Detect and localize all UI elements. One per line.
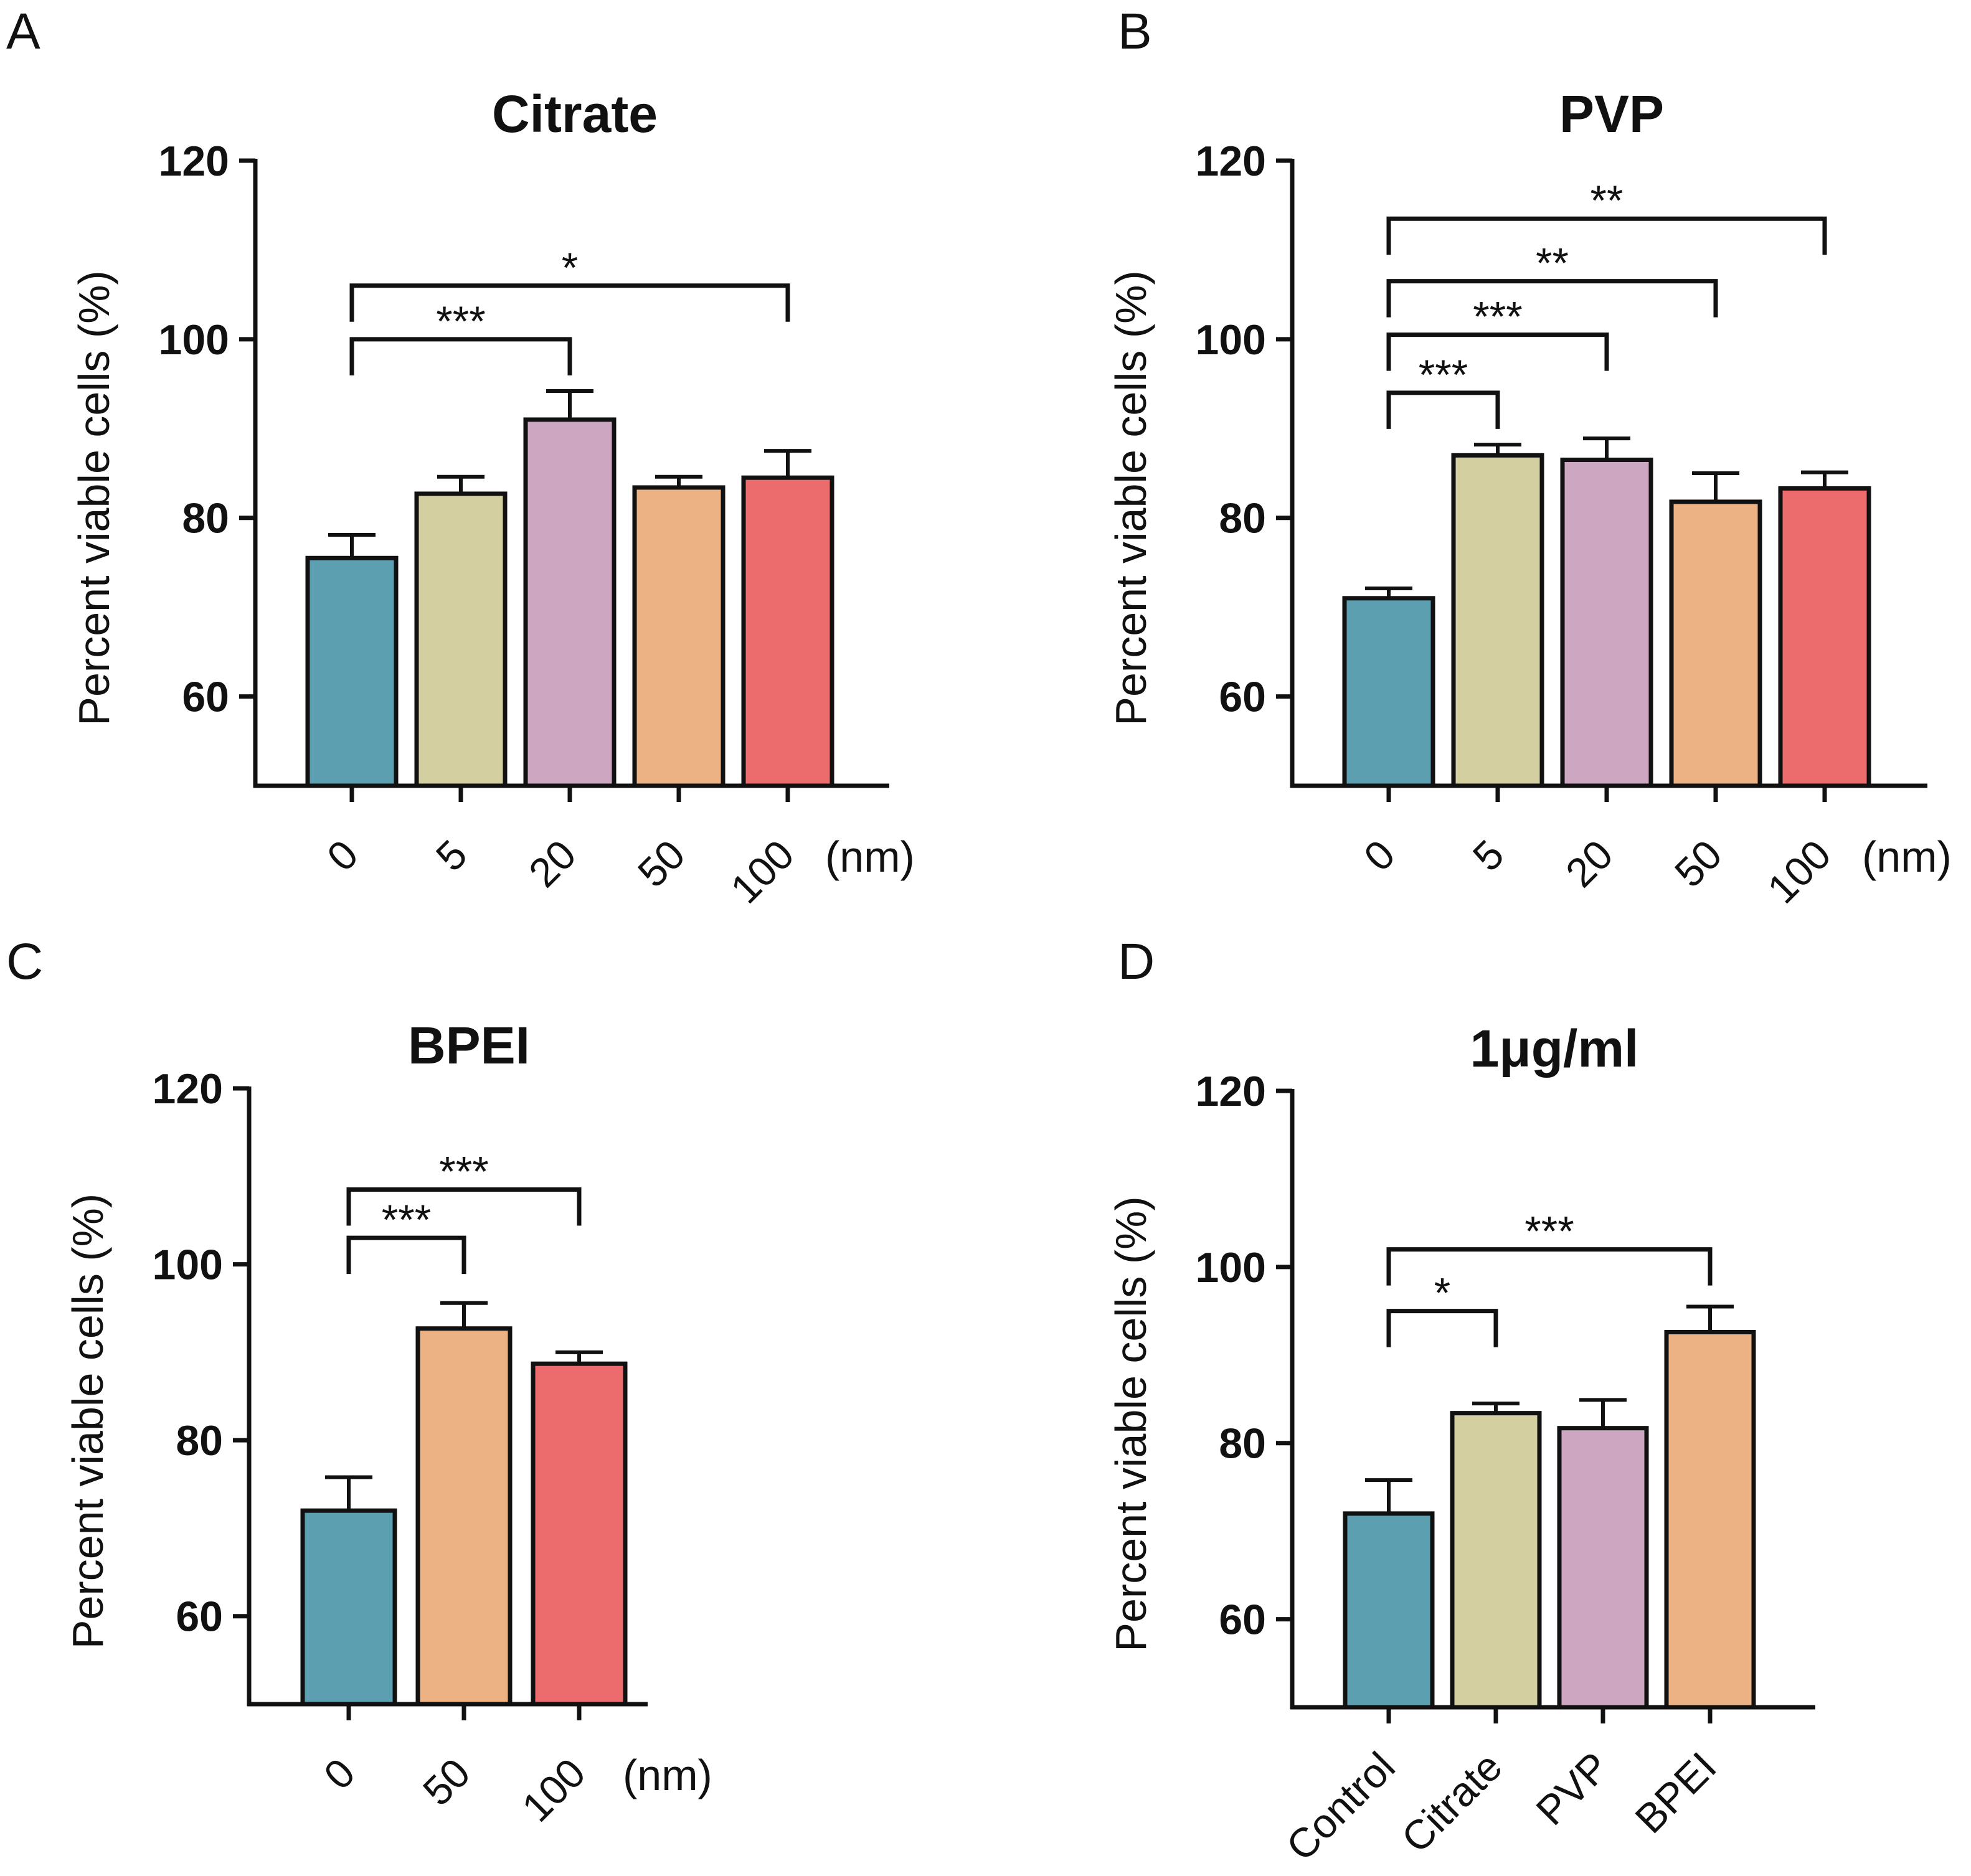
x-tick-label: PVP	[1527, 1743, 1618, 1834]
bar-control	[1343, 1511, 1435, 1710]
x-tick-label: 0	[315, 1750, 364, 1798]
chart-title: BPEI	[408, 1016, 530, 1075]
significance-label: ***	[436, 298, 485, 345]
significance-label: ***	[1419, 351, 1468, 398]
significance-bracket	[1386, 390, 1500, 429]
y-axis-label: Percent viable cells (%)	[1107, 1196, 1155, 1651]
bar-20	[1560, 457, 1653, 788]
x-tick-label: 100	[513, 1750, 594, 1831]
significance-bracket	[1386, 1247, 1713, 1286]
y-tick-label: 60	[176, 1593, 223, 1641]
x-unit-label: (nm)	[623, 1751, 712, 1799]
panel-letter: A	[6, 3, 40, 60]
x-tick-label: 0	[318, 831, 367, 880]
x-tick-label: Citrate	[1392, 1743, 1511, 1862]
x-tick-label: 50	[414, 1750, 479, 1814]
significance-bracket	[1386, 216, 1827, 255]
bar-pvp	[1557, 1426, 1649, 1710]
significance-label: ***	[1473, 293, 1522, 341]
y-tick-label: 100	[159, 316, 229, 364]
bar-5	[1451, 453, 1544, 788]
y-tick-label: 120	[159, 138, 229, 185]
significance-bracket	[1386, 332, 1609, 371]
y-axis-label: Percent viable cells (%)	[1107, 270, 1155, 725]
chart-title: PVP	[1559, 85, 1664, 143]
panel-letter: B	[1118, 3, 1152, 60]
bar-100	[741, 475, 834, 788]
bar-50	[415, 1326, 513, 1707]
significance-label: *	[1434, 1270, 1450, 1317]
x-tick-label: BPEI	[1626, 1743, 1725, 1842]
x-tick-label: 50	[629, 831, 694, 896]
y-tick-label: 120	[1196, 138, 1266, 185]
chart-title: Citrate	[492, 85, 658, 143]
y-tick-label: 80	[176, 1417, 223, 1464]
significance-label: ***	[439, 1148, 488, 1195]
significance-label: ***	[382, 1196, 431, 1243]
x-tick-label: 20	[1557, 831, 1622, 896]
x-tick-label: 20	[520, 831, 585, 896]
y-tick-label: 120	[153, 1065, 223, 1113]
x-tick-label: 0	[1355, 831, 1404, 880]
bar-0	[305, 555, 399, 788]
significance-bracket	[346, 1187, 582, 1226]
x-tick-label: 5	[1464, 831, 1513, 880]
significance-bracket	[1386, 279, 1718, 318]
significance-label: *	[562, 244, 578, 291]
chart-panel-a: A Citrate Percent viable cells (%) 60 80 100 1…	[6, 3, 915, 912]
chart-panel-c: C BPEI Percent viable cells (%) 60 80 100 120 0…	[6, 933, 712, 1831]
y-tick-label: 100	[1196, 1244, 1266, 1291]
significance-label: **	[1536, 240, 1569, 287]
y-tick-label: 60	[1219, 1596, 1266, 1644]
significance-bracket	[349, 283, 790, 322]
y-tick-label: 80	[1219, 1420, 1266, 1468]
bar-20	[523, 417, 617, 788]
x-tick-label: 5	[427, 831, 476, 880]
significance-label: **	[1591, 177, 1624, 224]
x-tick-label: 100	[722, 831, 803, 912]
bar-0	[300, 1508, 397, 1707]
y-tick-label: 60	[182, 674, 229, 721]
y-tick-label: 100	[153, 1242, 223, 1289]
x-tick-label: Control	[1277, 1743, 1404, 1870]
y-tick-label: 60	[1219, 674, 1266, 721]
y-axis-label: Percent viable cells (%)	[64, 1194, 112, 1649]
chart-panel-d: D 1μg/ml Percent viable cells (%) 60 80 100 12…	[1107, 933, 1815, 1869]
y-tick-label: 80	[1219, 495, 1266, 542]
significance-label: ***	[1524, 1208, 1574, 1255]
bar-100	[1778, 486, 1871, 788]
bar-100	[531, 1361, 628, 1707]
y-tick-label: 120	[1196, 1068, 1266, 1115]
bar-5	[414, 491, 508, 788]
x-unit-label: (nm)	[825, 832, 915, 881]
x-unit-label: (nm)	[1862, 832, 1952, 881]
y-tick-label: 100	[1196, 316, 1266, 364]
panel-letter: D	[1118, 933, 1155, 990]
x-tick-label: 100	[1759, 831, 1840, 912]
panel-letter: C	[6, 933, 43, 990]
y-tick-label: 80	[182, 495, 229, 542]
chart-title: 1μg/ml	[1470, 1019, 1639, 1078]
bar-bpei	[1664, 1330, 1756, 1710]
y-axis-label: Percent viable cells (%)	[70, 270, 118, 725]
bar-0	[1342, 596, 1435, 788]
bar-50	[1669, 499, 1762, 788]
significance-bracket	[1386, 1309, 1498, 1347]
significance-bracket	[346, 1235, 466, 1275]
bar-50	[632, 485, 726, 788]
bar-citrate	[1450, 1411, 1542, 1710]
x-tick-label: 50	[1666, 831, 1731, 896]
chart-panel-b: B PVP Percent viable cells (%) 60 80 100 120 0 5…	[1107, 3, 1952, 912]
significance-bracket	[349, 337, 572, 375]
